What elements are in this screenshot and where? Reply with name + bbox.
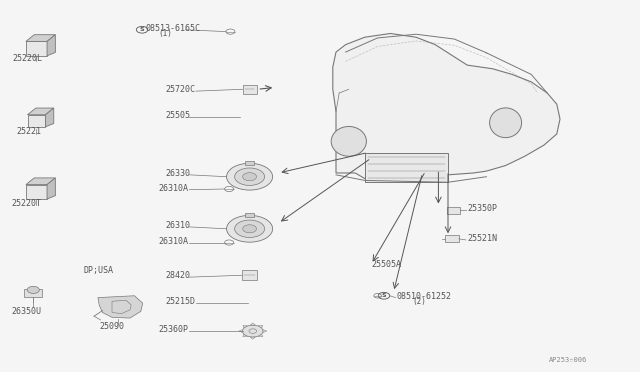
Polygon shape: [333, 33, 560, 182]
Text: 26310: 26310: [165, 221, 190, 230]
Text: 25220T: 25220T: [12, 199, 42, 208]
Text: S: S: [140, 27, 145, 32]
Text: 08513-6165C: 08513-6165C: [146, 24, 201, 33]
Polygon shape: [47, 178, 56, 199]
Bar: [365, 153, 448, 182]
Ellipse shape: [490, 108, 522, 138]
Polygon shape: [28, 115, 45, 127]
Circle shape: [227, 163, 273, 190]
Polygon shape: [239, 330, 243, 333]
Text: 26310A: 26310A: [159, 237, 189, 246]
Text: 26350U: 26350U: [12, 307, 42, 316]
Polygon shape: [26, 35, 56, 41]
Bar: [447, 207, 460, 214]
Text: (1): (1): [159, 29, 173, 38]
Bar: [24, 289, 42, 297]
Circle shape: [227, 215, 273, 242]
Text: 25505A: 25505A: [371, 260, 401, 269]
Text: 28420: 28420: [165, 271, 190, 280]
Circle shape: [243, 225, 257, 233]
Circle shape: [243, 325, 263, 337]
Text: 25505: 25505: [165, 111, 190, 120]
Bar: [245, 161, 254, 165]
Ellipse shape: [332, 126, 367, 156]
Text: 25521N: 25521N: [467, 234, 497, 243]
Bar: [245, 213, 254, 217]
Polygon shape: [28, 108, 54, 115]
Polygon shape: [243, 334, 248, 337]
Text: 25360P: 25360P: [159, 325, 189, 334]
Polygon shape: [47, 35, 56, 56]
Polygon shape: [26, 185, 47, 199]
Bar: [243, 84, 257, 94]
Polygon shape: [263, 330, 267, 333]
Polygon shape: [26, 41, 47, 56]
Bar: [445, 235, 459, 242]
Circle shape: [235, 168, 264, 185]
Polygon shape: [258, 334, 263, 337]
Polygon shape: [26, 178, 56, 185]
Text: (2): (2): [413, 297, 427, 306]
Polygon shape: [98, 296, 143, 318]
Polygon shape: [250, 337, 255, 339]
Text: AP253☆006: AP253☆006: [549, 357, 588, 363]
Text: 26330: 26330: [165, 169, 190, 178]
Circle shape: [235, 220, 264, 237]
Text: 25350P: 25350P: [467, 204, 497, 213]
Text: 25215D: 25215D: [165, 297, 195, 306]
Text: 08510-61252: 08510-61252: [397, 292, 452, 301]
Circle shape: [28, 286, 40, 294]
Text: 25220L: 25220L: [13, 54, 43, 63]
Polygon shape: [243, 325, 248, 328]
Text: 26310A: 26310A: [159, 184, 189, 193]
Circle shape: [243, 173, 257, 181]
Text: 25720C: 25720C: [165, 85, 195, 94]
Polygon shape: [45, 108, 54, 127]
Polygon shape: [250, 323, 255, 325]
Text: DP;USA: DP;USA: [83, 266, 113, 275]
Text: 25090: 25090: [99, 322, 124, 331]
Polygon shape: [258, 325, 263, 328]
Text: 25221: 25221: [16, 127, 41, 136]
Text: S: S: [381, 293, 387, 298]
Bar: [242, 270, 257, 280]
